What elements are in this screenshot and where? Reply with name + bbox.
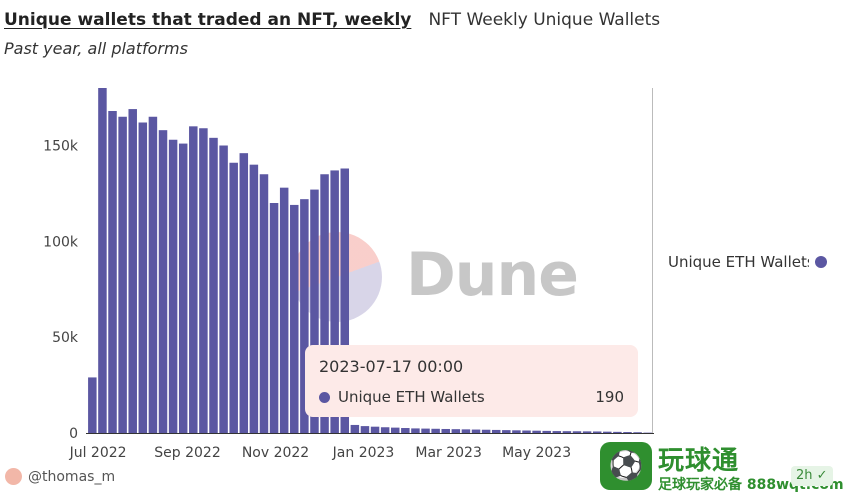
bar[interactable]: [98, 88, 107, 433]
bar[interactable]: [451, 429, 461, 433]
legend-swatch: [815, 256, 827, 268]
x-tick-label: Jul 2022: [69, 445, 127, 461]
bar[interactable]: [603, 431, 612, 433]
legend-item[interactable]: Unique ETH Wallets: [668, 253, 827, 271]
bar[interactable]: [552, 431, 562, 433]
bar[interactable]: [219, 145, 228, 434]
author-link[interactable]: @thomas_m: [5, 468, 115, 485]
chart-subtitle: Past year, all platforms: [4, 39, 188, 58]
bar[interactable]: [380, 427, 390, 433]
bar[interactable]: [199, 128, 208, 433]
bar[interactable]: [249, 164, 259, 434]
bar[interactable]: [411, 428, 420, 433]
y-tick-label: 150k: [43, 139, 79, 155]
bar[interactable]: [178, 143, 188, 433]
x-tick-label: Jan 2023: [332, 445, 395, 461]
tooltip-row: Unique ETH Wallets 190: [319, 388, 624, 406]
chart-title-link[interactable]: Unique wallets that traded an NFT, weekl…: [4, 10, 412, 30]
bar[interactable]: [431, 428, 440, 433]
bar[interactable]: [532, 430, 541, 433]
bar[interactable]: [108, 111, 117, 433]
bar[interactable]: [471, 429, 481, 433]
promo-title: 玩球通: [658, 446, 740, 476]
legend-label: Unique ETH Wallets: [668, 253, 809, 271]
bar[interactable]: [138, 122, 148, 434]
bar[interactable]: [633, 432, 642, 433]
avatar: [5, 468, 22, 485]
y-tick-label: 0: [69, 426, 78, 442]
x-axis: Jul 2022 Sep 2022 Nov 2022 Jan 2023 Mar 2023…: [69, 445, 572, 461]
check-icon: ✓: [816, 468, 828, 483]
bar[interactable]: [572, 431, 582, 433]
bar[interactable]: [310, 189, 319, 433]
bar[interactable]: [613, 431, 622, 433]
bar[interactable]: [350, 424, 360, 433]
tooltip-swatch: [319, 391, 330, 403]
bar[interactable]: [401, 428, 410, 433]
x-tick-label: Mar 2023: [415, 445, 482, 461]
hover-tooltip: 2023-07-17 00:00 Unique ETH Wallets 190: [305, 345, 638, 417]
bar[interactable]: [502, 430, 511, 434]
bar[interactable]: [623, 432, 632, 433]
bar[interactable]: [421, 428, 430, 433]
age-text: 2h: [796, 468, 813, 483]
bar[interactable]: [88, 377, 97, 433]
bar[interactable]: [118, 116, 127, 433]
bar[interactable]: [360, 426, 370, 433]
bar[interactable]: [370, 426, 380, 433]
tooltip-value: 190: [595, 388, 624, 406]
bar[interactable]: [259, 174, 269, 433]
bar[interactable]: [239, 153, 249, 434]
y-tick-label: 50k: [52, 330, 79, 346]
author-name: @thomas_m: [28, 468, 116, 485]
bar[interactable]: [279, 187, 289, 433]
bar[interactable]: [441, 428, 450, 433]
soccer-player-icon: ⚽: [600, 442, 652, 490]
bar[interactable]: [269, 203, 279, 433]
bar[interactable]: [148, 116, 158, 433]
x-tick-label: May 2023: [502, 445, 571, 461]
bar[interactable]: [491, 429, 501, 433]
bar[interactable]: [522, 430, 531, 433]
x-tick-label: Sep 2022: [154, 445, 220, 461]
bar[interactable]: [300, 199, 309, 433]
bar[interactable]: [158, 130, 168, 434]
bar[interactable]: [542, 430, 551, 433]
tooltip-series: Unique ETH Wallets: [338, 388, 485, 406]
bar[interactable]: [189, 126, 198, 433]
bar[interactable]: [128, 109, 137, 433]
bar[interactable]: [481, 429, 491, 433]
x-tick-label: Nov 2022: [242, 445, 309, 461]
bar[interactable]: [643, 432, 652, 434]
bar[interactable]: [290, 204, 299, 433]
bar[interactable]: [330, 170, 339, 434]
bar[interactable]: [461, 429, 471, 433]
bar[interactable]: [320, 174, 329, 433]
bar[interactable]: [582, 431, 592, 433]
bar[interactable]: [562, 431, 572, 433]
bar[interactable]: [340, 168, 350, 434]
bar[interactable]: [168, 139, 178, 433]
bar[interactable]: [209, 137, 218, 433]
promo-watermark: ⚽ 玩球通 足球玩家必备 888wqt.com: [600, 440, 844, 494]
bar[interactable]: [229, 162, 238, 433]
query-name: NFT Weekly Unique Wallets: [428, 10, 661, 30]
data-age-badge[interactable]: 2h ✓: [791, 466, 833, 486]
bar[interactable]: [512, 430, 521, 433]
y-tick-label: 100k: [43, 234, 79, 250]
bar-series: [88, 88, 652, 434]
bar[interactable]: [390, 427, 400, 433]
chart-header: Unique wallets that traded an NFT, weekl…: [4, 10, 660, 30]
tooltip-date: 2023-07-17 00:00: [319, 357, 464, 376]
y-axis: 0 50k 100k 150k: [43, 139, 79, 443]
bar[interactable]: [592, 431, 602, 433]
